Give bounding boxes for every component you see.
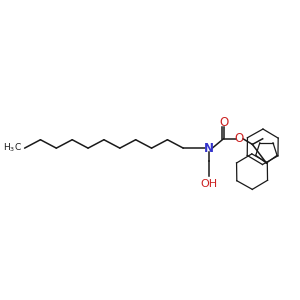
Text: $\mathregular{H_3C}$: $\mathregular{H_3C}$ — [3, 142, 22, 155]
Text: OH: OH — [200, 178, 217, 189]
Text: O: O — [235, 132, 244, 145]
Text: O: O — [220, 116, 229, 129]
Text: N: N — [203, 142, 214, 154]
